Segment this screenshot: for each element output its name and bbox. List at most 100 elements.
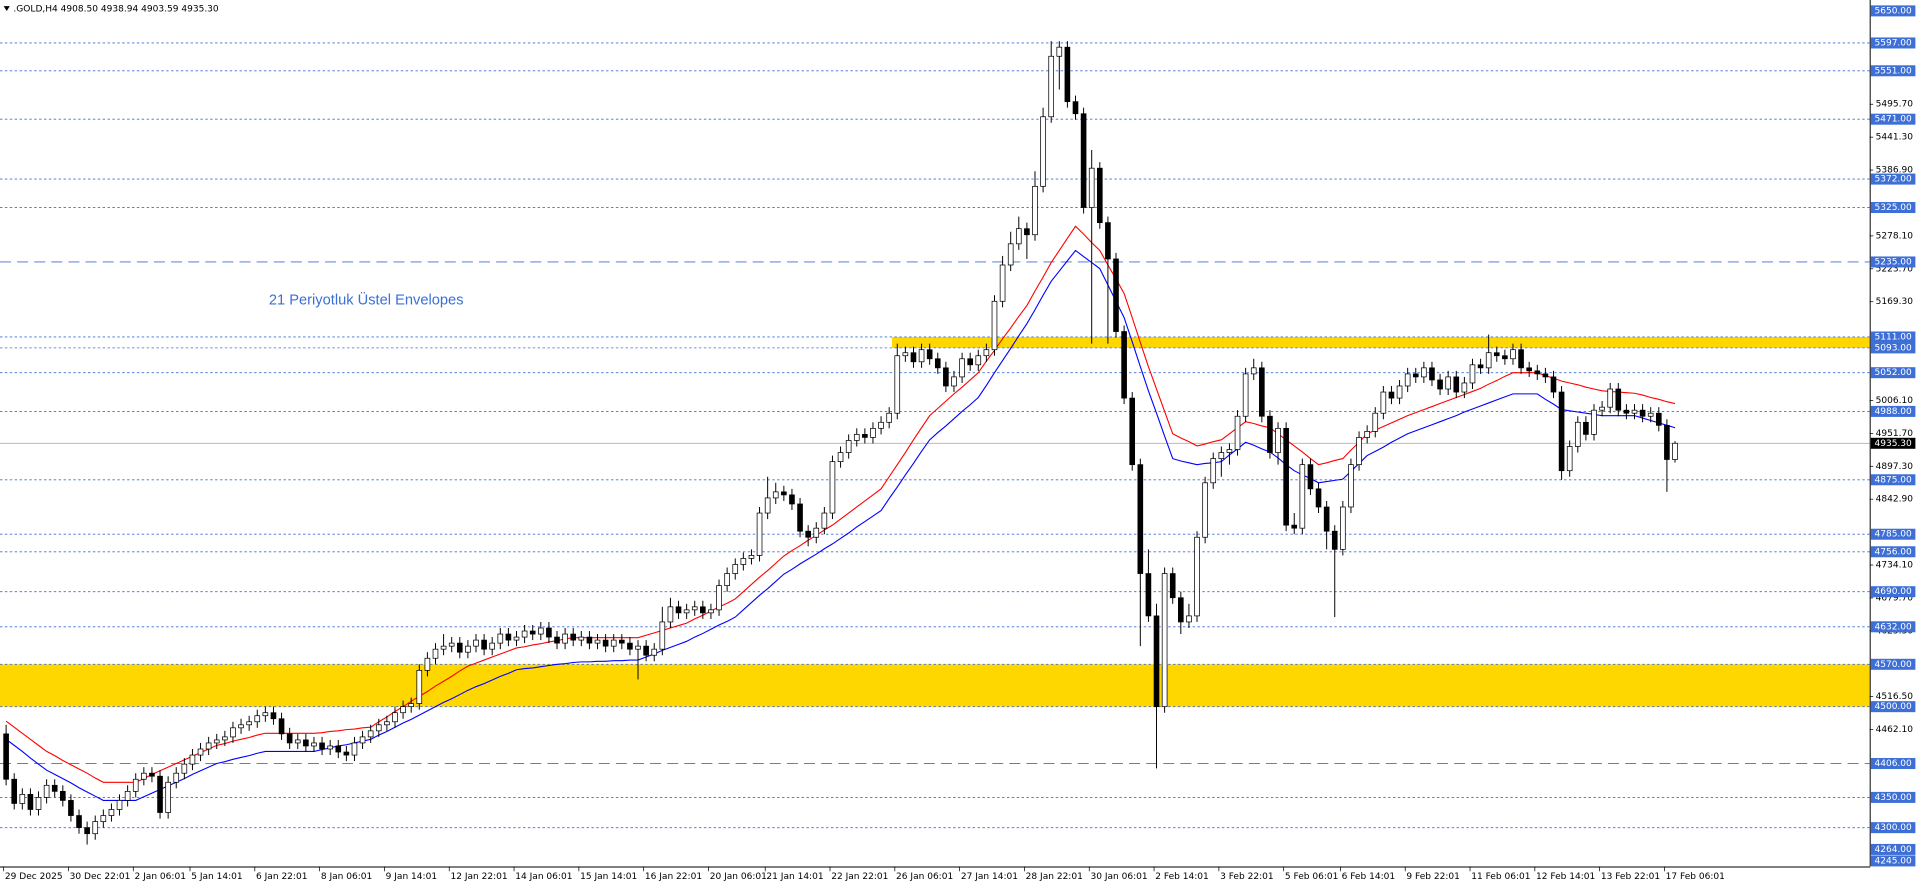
candle-body bbox=[1461, 382, 1468, 393]
candle-body bbox=[821, 512, 828, 529]
candle-body bbox=[1121, 331, 1127, 399]
y-tick-label: 4516.50 bbox=[1876, 692, 1914, 702]
x-tick-label: 12 Jan 22:01 bbox=[450, 872, 507, 882]
level-label: 5551.00 bbox=[1874, 66, 1912, 76]
level-label: 5650.00 bbox=[1874, 6, 1912, 16]
level-label-box bbox=[1870, 791, 1916, 803]
candle-body bbox=[505, 633, 512, 641]
level-label-box bbox=[1870, 331, 1916, 343]
x-tick-label: 3 Feb 22:01 bbox=[1220, 872, 1274, 882]
x-tick-label: 2 Jan 06:01 bbox=[135, 872, 186, 882]
x-tick-label: 8 Jan 06:01 bbox=[321, 872, 372, 882]
plot-layer bbox=[0, 41, 1870, 845]
candle-body bbox=[1015, 228, 1022, 245]
level-label: 4632.00 bbox=[1874, 622, 1912, 632]
candle-body bbox=[716, 585, 722, 611]
candle-body bbox=[870, 427, 876, 438]
candle-body bbox=[489, 642, 496, 650]
candle-body bbox=[772, 491, 779, 499]
candle-body bbox=[1396, 385, 1403, 399]
candle-body bbox=[1088, 167, 1095, 208]
level-label: 4988.00 bbox=[1874, 407, 1912, 417]
candle-body bbox=[1210, 458, 1217, 484]
candle-body bbox=[991, 300, 998, 351]
candle-body bbox=[797, 503, 803, 532]
candle-body bbox=[805, 530, 811, 538]
candle-body bbox=[400, 706, 406, 714]
candle-body bbox=[319, 742, 325, 750]
y-tick-label: 5223.70 bbox=[1876, 264, 1914, 274]
candle-body bbox=[303, 739, 309, 747]
x-tick-label: 6 Jan 22:01 bbox=[256, 872, 307, 882]
menu-arrow[interactable] bbox=[3, 6, 10, 11]
candle-body bbox=[1040, 116, 1046, 187]
candle-body bbox=[473, 639, 479, 647]
level-label-box bbox=[1870, 855, 1916, 867]
candle-body bbox=[1226, 449, 1233, 453]
level-label-box bbox=[1870, 822, 1916, 834]
candle-body bbox=[1510, 349, 1516, 360]
candle-body bbox=[1186, 615, 1192, 623]
candle-body bbox=[1218, 452, 1225, 459]
candle-body bbox=[157, 775, 163, 813]
candle-body bbox=[286, 733, 293, 744]
candle-body bbox=[173, 772, 180, 783]
candle-body bbox=[1583, 421, 1589, 435]
candle-body bbox=[521, 630, 528, 638]
candle-body bbox=[513, 636, 520, 641]
x-tick-label: 15 Jan 14:01 bbox=[580, 872, 637, 882]
y-tick-label: 4951.70 bbox=[1876, 429, 1914, 439]
candle-body bbox=[481, 639, 487, 650]
candle-body bbox=[1080, 113, 1087, 208]
candle-body bbox=[465, 645, 471, 653]
level-label: 4756.00 bbox=[1874, 547, 1912, 557]
level-label-box bbox=[1870, 173, 1916, 185]
candle-body bbox=[440, 645, 447, 650]
level-label: 4264.00 bbox=[1874, 845, 1912, 855]
x-tick-label: 21 Jan 14:01 bbox=[766, 872, 823, 882]
candle-body bbox=[951, 376, 957, 387]
candle-body bbox=[1024, 228, 1030, 236]
y-tick-label: 5278.10 bbox=[1876, 231, 1914, 241]
candle-body bbox=[1647, 412, 1654, 417]
candle-body bbox=[1283, 427, 1289, 526]
candle-body bbox=[845, 440, 852, 453]
candle-body bbox=[165, 781, 171, 813]
candle-body bbox=[1169, 573, 1176, 599]
candle-body bbox=[124, 790, 131, 801]
level-label-box bbox=[1870, 546, 1916, 558]
candle-body bbox=[408, 703, 414, 708]
candle-body bbox=[1558, 391, 1565, 472]
x-tick-label: 22 Jan 22:01 bbox=[831, 872, 888, 882]
candle-body bbox=[205, 742, 212, 750]
x-tick-label: 29 Dec 2025 bbox=[5, 872, 63, 882]
candle-body bbox=[1421, 367, 1427, 378]
candle-body bbox=[1437, 379, 1443, 390]
candle-body bbox=[926, 349, 933, 360]
candle-body bbox=[1477, 364, 1484, 369]
candle-body bbox=[878, 421, 884, 429]
candle-body bbox=[375, 724, 382, 732]
level-label: 4300.00 bbox=[1874, 823, 1912, 833]
level-label-box bbox=[1870, 405, 1916, 417]
candle-body bbox=[1453, 376, 1460, 393]
x-tick-label: 11 Feb 06:01 bbox=[1471, 872, 1530, 882]
last-price-box bbox=[1870, 437, 1916, 449]
candle-body bbox=[627, 642, 633, 650]
candle-body bbox=[1364, 431, 1370, 438]
y-tick-label: 5495.70 bbox=[1876, 100, 1914, 110]
candle-body bbox=[902, 352, 909, 357]
candle-body bbox=[448, 642, 455, 647]
candle-body bbox=[424, 657, 431, 671]
level-label: 5052.00 bbox=[1874, 368, 1912, 378]
level-label-box bbox=[1870, 342, 1916, 354]
level-label: 4875.00 bbox=[1874, 475, 1912, 485]
candle-body bbox=[181, 763, 188, 774]
candle-body bbox=[213, 739, 220, 744]
candle-body bbox=[1299, 464, 1306, 529]
candle-body bbox=[910, 352, 917, 363]
candle-body bbox=[116, 800, 123, 810]
candle-body bbox=[1242, 373, 1249, 417]
candle-body bbox=[619, 639, 625, 644]
